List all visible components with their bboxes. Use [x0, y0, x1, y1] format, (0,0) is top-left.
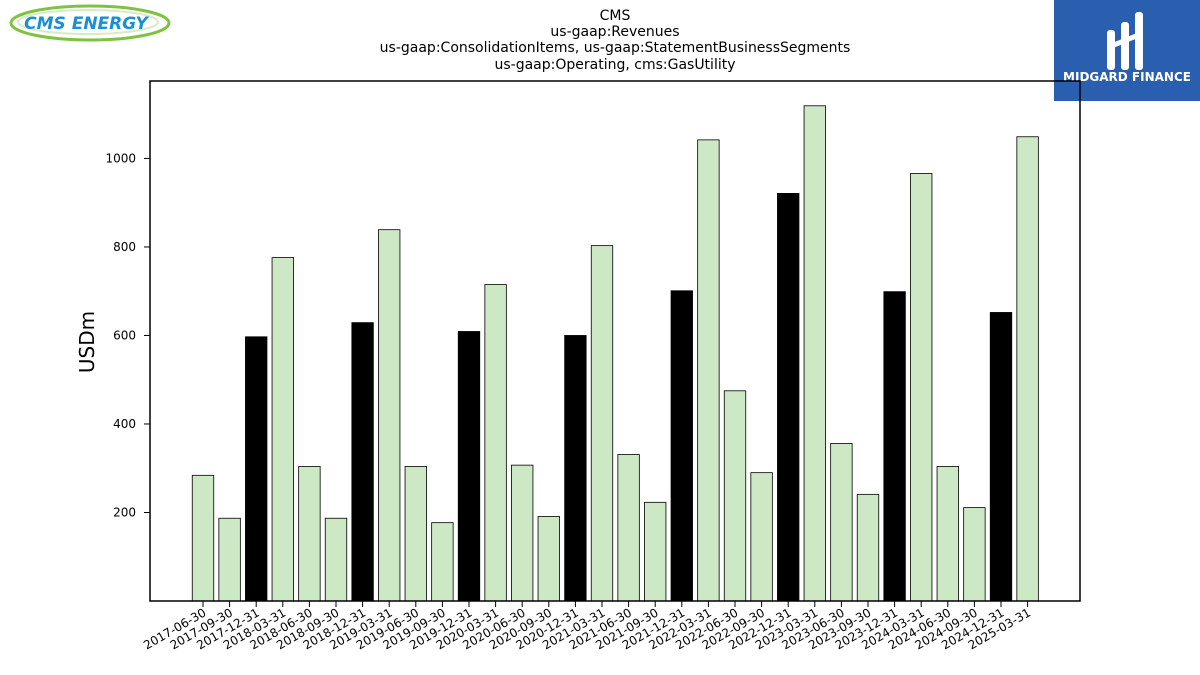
bar-2022-03-31: [697, 139, 720, 602]
midgard-finance-logo: MIDGARD FINANCE: [1054, 0, 1200, 101]
plot-frame: [149, 80, 1081, 602]
bar-2017-12-31: [245, 336, 268, 602]
bar-2022-12-31: [777, 193, 800, 602]
bar-2019-09-30: [431, 522, 454, 602]
y-tick-label: 200: [113, 505, 136, 519]
y-tick-label: 400: [113, 417, 136, 431]
bar-2019-06-30: [404, 466, 427, 602]
bars-layer: [191, 105, 1039, 602]
bar-2023-03-31: [803, 105, 826, 602]
y-tick-label: 600: [113, 328, 136, 342]
bar-2018-03-31: [271, 257, 294, 602]
y-tick-label: 1000: [105, 151, 136, 165]
y-axis-label: USDm: [75, 311, 99, 373]
bar-2025-03-31: [1016, 136, 1039, 602]
cms-energy-logo: CMS ENERGY: [9, 4, 171, 42]
logo-swoosh-inner: [17, 9, 159, 35]
y-tick-label: 800: [113, 240, 136, 254]
logo-swoosh: [9, 4, 171, 42]
bar-2020-06-30: [511, 464, 534, 602]
bar-2020-12-31: [564, 335, 587, 602]
bar-2023-06-30: [830, 443, 853, 602]
bar-2022-09-30: [750, 472, 773, 602]
chart-title-line-4: us-gaap:Operating, cms:GasUtility: [494, 57, 735, 73]
midgard-logo-text: MIDGARD FINANCE: [1063, 70, 1191, 84]
bar-2021-12-31: [670, 290, 693, 602]
bar-2021-06-30: [617, 454, 640, 602]
bar-2019-12-31: [457, 331, 481, 602]
chart-title: CMS us-gaap:Revenues us-gaap:Consolidati…: [380, 8, 851, 73]
bar-2019-03-31: [378, 229, 401, 602]
chart-title-line-3: us-gaap:ConsolidationItems, us-gaap:Stat…: [380, 40, 851, 56]
bar-2024-12-31: [989, 312, 1013, 602]
bar-2024-09-30: [963, 507, 986, 602]
bar-2020-09-30: [537, 516, 560, 602]
chart-title-line-2: us-gaap:Revenues: [550, 24, 679, 40]
bar-2023-12-31: [883, 291, 906, 602]
bar-2020-03-31: [484, 284, 507, 602]
bar-2022-06-30: [723, 390, 747, 602]
bar-2018-06-30: [298, 466, 321, 602]
midgard-logo-mark: [1107, 12, 1143, 70]
bar-2024-06-30: [936, 466, 959, 602]
x-axis-ticks: 2017-06-302017-09-302017-12-312018-03-31…: [141, 601, 1033, 652]
bar-2023-09-30: [856, 493, 880, 602]
bar-2018-09-30: [324, 517, 348, 602]
bar-2018-12-31: [351, 322, 374, 602]
bar-2024-03-31: [910, 173, 933, 602]
y-axis-ticks: 200 400 600 800 1000: [105, 151, 150, 519]
bar-2017-09-30: [218, 517, 241, 602]
chart-title-line-1: CMS: [600, 8, 631, 24]
bar-2021-03-31: [590, 245, 614, 602]
cms-energy-logo-text: CMS ENERGY: [24, 14, 149, 34]
bar-2017-06-30: [191, 474, 215, 602]
bar-2021-09-30: [644, 501, 667, 602]
